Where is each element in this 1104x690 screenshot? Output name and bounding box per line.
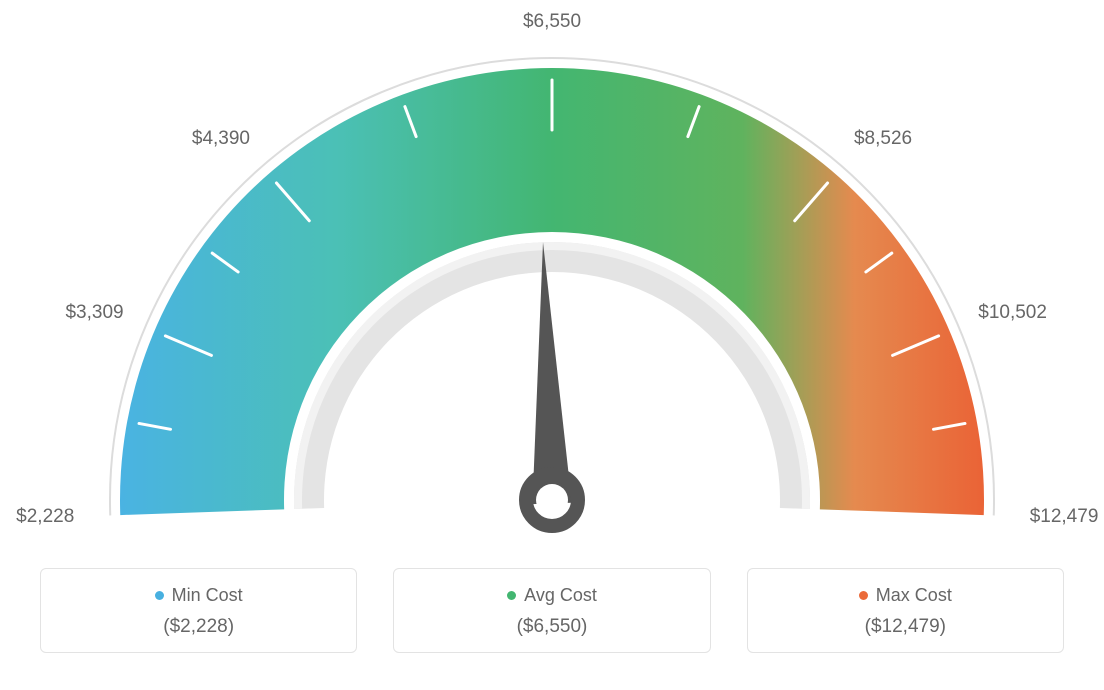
- gauge-chart: $2,228 $3,309 $4,390 $6,550 $8,526 $10,502 $12…: [0, 0, 1104, 560]
- legend-card-min: Min Cost ($2,228): [40, 568, 357, 653]
- legend-title-avg: Avg Cost: [507, 585, 597, 606]
- legend-card-avg: Avg Cost ($6,550): [393, 568, 710, 653]
- legend-title-min: Min Cost: [155, 585, 243, 606]
- legend-label-min: Min Cost: [172, 585, 243, 606]
- scale-label: $2,228: [16, 506, 74, 528]
- scale-label: $6,550: [523, 11, 581, 33]
- legend-value-max: ($12,479): [758, 616, 1053, 638]
- scale-label: $10,502: [978, 302, 1047, 324]
- legend-value-min: ($2,228): [51, 616, 346, 638]
- scale-label: $12,479: [1030, 506, 1099, 528]
- dot-avg-icon: [507, 591, 516, 600]
- dot-min-icon: [155, 591, 164, 600]
- legend-label-avg: Avg Cost: [524, 585, 597, 606]
- scale-label: $4,390: [192, 128, 250, 150]
- legend-card-max: Max Cost ($12,479): [747, 568, 1064, 653]
- scale-label: $3,309: [65, 302, 123, 324]
- scale-label: $8,526: [854, 128, 912, 150]
- legend-title-max: Max Cost: [859, 585, 952, 606]
- gauge-svg: [0, 0, 1104, 560]
- legend-row: Min Cost ($2,228) Avg Cost ($6,550) Max …: [0, 568, 1104, 653]
- dot-max-icon: [859, 591, 868, 600]
- legend-value-avg: ($6,550): [404, 616, 699, 638]
- legend-label-max: Max Cost: [876, 585, 952, 606]
